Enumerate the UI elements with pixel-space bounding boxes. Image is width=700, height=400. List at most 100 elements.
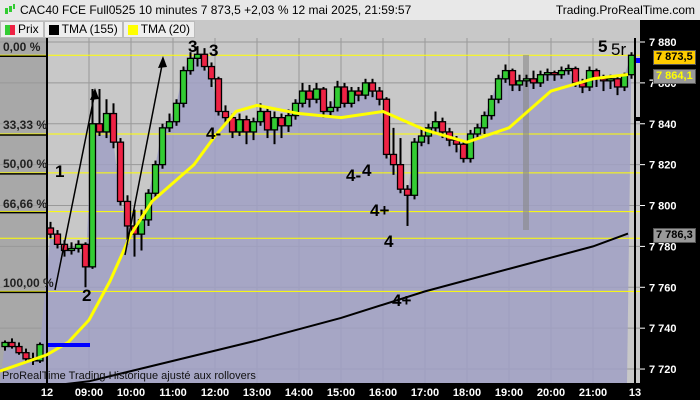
- candle: [333, 86, 342, 109]
- candle: [179, 69, 188, 104]
- candle: [116, 141, 125, 203]
- candle: [606, 78, 615, 82]
- candle: [95, 123, 104, 133]
- legend-label: TMA (155): [61, 22, 118, 36]
- candle: [340, 86, 349, 104]
- time-axis: [0, 383, 700, 400]
- x-tick-label: 10:00: [117, 387, 145, 399]
- x-tick-label: 15:00: [327, 387, 355, 399]
- candle: [459, 143, 468, 160]
- candle: [88, 123, 97, 268]
- candle: [46, 227, 55, 235]
- x-tick-label: 14:00: [285, 387, 313, 399]
- legend-tma20[interactable]: TMA (20): [122, 21, 196, 38]
- wave-label: 2: [82, 286, 92, 305]
- tma20-value-label: 7 864,1: [653, 69, 696, 84]
- candle: [291, 102, 300, 117]
- vertical-marker: [523, 55, 529, 230]
- candle: [417, 135, 426, 143]
- candle: [480, 114, 489, 129]
- wave-label: 1: [55, 162, 65, 181]
- candle: [214, 78, 223, 113]
- candle: [571, 67, 580, 84]
- candle: [557, 69, 566, 76]
- candle: [256, 110, 265, 123]
- candle: [312, 88, 321, 100]
- candle: [473, 127, 482, 135]
- candle: [263, 110, 272, 131]
- legend: Prix TMA (155) TMA (20): [0, 21, 196, 38]
- candle: [438, 121, 447, 133]
- x-tick-label: 12: [41, 387, 53, 399]
- wave-label: 4+: [370, 201, 390, 220]
- previous-day-background: [0, 38, 47, 383]
- y-tick-label: 7 740: [649, 323, 677, 335]
- candle: [501, 69, 510, 80]
- candle: [270, 116, 279, 131]
- candle: [74, 243, 83, 250]
- candle: [235, 119, 244, 133]
- trend-arrow: [124, 59, 164, 256]
- fib-label: 50,00 %: [3, 157, 48, 171]
- wave-label: 5: [598, 37, 608, 56]
- last-price-label: 7 873,5: [653, 50, 696, 65]
- prev-day-candle: [15, 345, 23, 354]
- candle: [536, 74, 545, 84]
- wave-label: 4: [362, 161, 372, 180]
- legend-label: Prix: [18, 22, 39, 36]
- candle: [466, 133, 475, 160]
- legend-label: TMA (20): [140, 22, 191, 36]
- x-tick-label: 18:00: [453, 387, 481, 399]
- trend-arrow: [54, 91, 96, 291]
- arrow-head: [90, 88, 99, 100]
- candle: [564, 67, 573, 72]
- candle: [627, 54, 636, 76]
- candle: [242, 119, 251, 133]
- candle: [375, 90, 384, 100]
- candle: [550, 72, 559, 76]
- candle: [326, 106, 335, 113]
- candle: [186, 57, 195, 72]
- prix-swatch: [5, 24, 15, 35]
- candle: [389, 153, 398, 166]
- prev-day-candle: [8, 341, 16, 348]
- legend-tma155[interactable]: TMA (155): [43, 21, 123, 38]
- candle: [151, 163, 160, 194]
- fib-label: 33,33 %: [3, 118, 48, 132]
- wave-label: 3: [188, 37, 198, 56]
- tma20-swatch: [127, 24, 138, 35]
- candle: [207, 65, 216, 80]
- candle: [354, 90, 363, 96]
- fib-label: 66,66 %: [3, 197, 48, 211]
- arrow-head: [158, 56, 167, 68]
- y-tick-label: 7 760: [649, 282, 677, 294]
- candle: [158, 127, 167, 166]
- tma155-line: [53, 232, 629, 387]
- x-tick-label: 11:00: [159, 387, 187, 399]
- x-tick-label: 09:00: [75, 387, 103, 399]
- candle: [193, 53, 202, 60]
- candle: [102, 112, 111, 133]
- footer-note: ProRealTime Trading Historique ajusté au…: [2, 370, 256, 382]
- candle: [382, 98, 391, 156]
- site-link[interactable]: Trading.ProRealTime.com: [555, 3, 695, 17]
- candle: [53, 233, 62, 246]
- x-tick-label: 17:00: [411, 387, 439, 399]
- x-tick-label: 12:00: [201, 387, 229, 399]
- legend-prix[interactable]: Prix: [0, 21, 44, 38]
- wave-label: 4: [384, 232, 394, 251]
- x-tick-label: 19:00: [495, 387, 523, 399]
- candle: [319, 88, 328, 113]
- tma155-swatch: [48, 24, 59, 35]
- x-tick-label: 20:00: [537, 387, 565, 399]
- y-tick-label: 7 780: [649, 241, 677, 253]
- fib-label: 0,00 %: [3, 40, 41, 54]
- candle: [298, 90, 307, 104]
- y-tick-label: 7 840: [649, 119, 677, 131]
- x-tick-label: 13:00: [243, 387, 271, 399]
- candle: [522, 78, 531, 82]
- candle: [123, 200, 132, 227]
- candle: [81, 243, 90, 268]
- candle: [494, 78, 503, 100]
